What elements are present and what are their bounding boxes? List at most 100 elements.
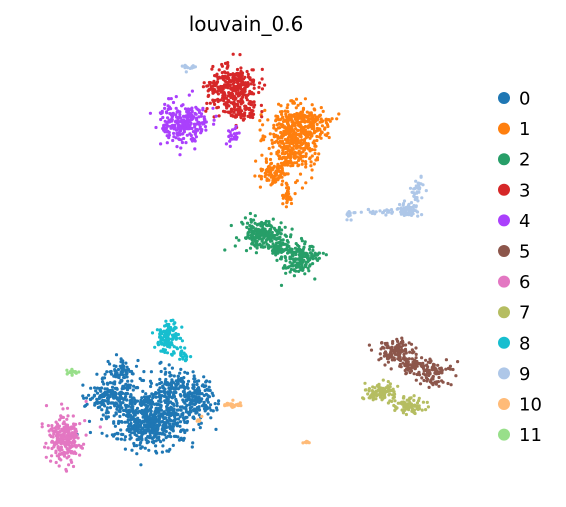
point-cluster-0 <box>144 392 148 396</box>
point-cluster-4 <box>182 136 186 141</box>
point-cluster-6 <box>60 427 64 431</box>
point-cluster-0 <box>133 413 137 417</box>
point-cluster-9 <box>420 196 424 200</box>
point-cluster-5 <box>367 343 371 347</box>
point-cluster-0 <box>161 444 165 448</box>
point-cluster-0 <box>121 369 125 374</box>
point-cluster-4 <box>187 112 191 116</box>
point-cluster-1 <box>310 168 314 172</box>
point-cluster-2 <box>249 218 253 222</box>
point-cluster-0 <box>95 401 99 405</box>
point-cluster-1 <box>261 123 265 127</box>
point-cluster-0 <box>149 370 153 374</box>
point-cluster-8 <box>178 357 182 361</box>
point-cluster-2 <box>237 238 241 242</box>
point-cluster-6 <box>55 454 59 458</box>
legend-label-1: 1 <box>519 119 530 140</box>
point-cluster-4 <box>228 144 232 148</box>
point-cluster-1 <box>286 122 290 126</box>
point-cluster-0 <box>158 431 162 435</box>
legend-label-4: 4 <box>519 211 530 232</box>
point-cluster-0 <box>99 389 103 393</box>
point-cluster-2 <box>257 228 261 232</box>
point-cluster-0 <box>119 395 123 399</box>
point-cluster-0 <box>98 405 102 409</box>
point-cluster-0 <box>216 402 220 406</box>
point-cluster-2 <box>275 258 279 262</box>
point-cluster-2 <box>264 219 268 223</box>
point-cluster-3 <box>245 69 249 74</box>
point-cluster-0 <box>139 463 143 467</box>
point-cluster-3 <box>239 66 243 70</box>
point-cluster-0 <box>100 377 104 381</box>
point-cluster-1 <box>274 119 278 123</box>
point-cluster-5 <box>413 367 417 371</box>
point-cluster-6 <box>78 422 82 426</box>
point-cluster-0 <box>133 410 137 414</box>
point-cluster-0 <box>179 436 183 440</box>
point-cluster-0 <box>132 384 136 388</box>
point-cluster-3 <box>215 106 219 110</box>
point-cluster-5 <box>383 363 387 367</box>
point-cluster-5 <box>412 372 416 376</box>
point-cluster-2 <box>312 254 316 258</box>
point-cluster-0 <box>155 428 159 432</box>
point-cluster-1 <box>313 119 317 123</box>
point-cluster-1 <box>302 130 307 134</box>
point-cluster-0 <box>179 408 183 412</box>
point-cluster-2 <box>285 246 289 251</box>
point-cluster-1 <box>259 177 263 181</box>
point-cluster-1 <box>289 164 293 168</box>
point-cluster-0 <box>151 393 155 397</box>
point-cluster-1 <box>286 103 290 107</box>
point-cluster-8 <box>178 336 182 340</box>
point-cluster-4 <box>194 135 198 139</box>
point-cluster-3 <box>239 90 243 94</box>
point-cluster-1 <box>310 176 314 180</box>
point-cluster-8 <box>156 343 161 347</box>
point-cluster-0 <box>181 385 186 389</box>
point-cluster-2 <box>283 225 287 229</box>
point-cluster-7 <box>373 391 377 395</box>
point-cluster-1 <box>285 197 289 201</box>
point-cluster-1 <box>292 136 296 140</box>
point-cluster-6 <box>54 428 58 432</box>
point-cluster-5 <box>407 341 411 345</box>
point-cluster-7 <box>386 389 390 393</box>
point-cluster-9 <box>415 196 419 200</box>
point-cluster-3 <box>226 63 230 68</box>
point-cluster-4 <box>175 132 179 136</box>
point-cluster-0 <box>106 401 110 406</box>
point-cluster-1 <box>258 128 262 132</box>
point-cluster-2 <box>252 218 256 222</box>
point-cluster-1 <box>264 157 268 161</box>
point-cluster-3 <box>244 81 248 85</box>
point-cluster-1 <box>300 162 304 166</box>
point-cluster-1 <box>300 186 304 190</box>
point-cluster-5 <box>436 380 440 384</box>
point-cluster-9 <box>408 186 413 190</box>
point-cluster-4 <box>185 133 189 137</box>
point-cluster-0 <box>168 388 172 392</box>
point-cluster-1 <box>304 165 308 169</box>
point-cluster-1 <box>280 168 284 172</box>
point-cluster-3 <box>233 102 237 106</box>
point-cluster-6 <box>78 453 82 457</box>
point-cluster-10 <box>231 398 235 402</box>
legend-marker-9 <box>498 367 510 380</box>
point-cluster-4 <box>165 141 169 145</box>
point-cluster-5 <box>382 354 386 358</box>
point-cluster-3 <box>243 111 247 115</box>
point-cluster-0 <box>170 401 174 406</box>
point-cluster-0 <box>162 394 166 398</box>
point-cluster-8 <box>171 318 175 322</box>
point-cluster-1 <box>275 150 279 154</box>
point-cluster-2 <box>240 220 244 224</box>
point-cluster-2 <box>307 269 311 273</box>
point-cluster-0 <box>114 412 118 416</box>
point-cluster-3 <box>253 103 257 107</box>
point-cluster-3 <box>227 91 231 95</box>
point-cluster-1 <box>288 196 292 200</box>
point-cluster-0 <box>136 427 140 431</box>
point-cluster-4 <box>202 122 206 126</box>
